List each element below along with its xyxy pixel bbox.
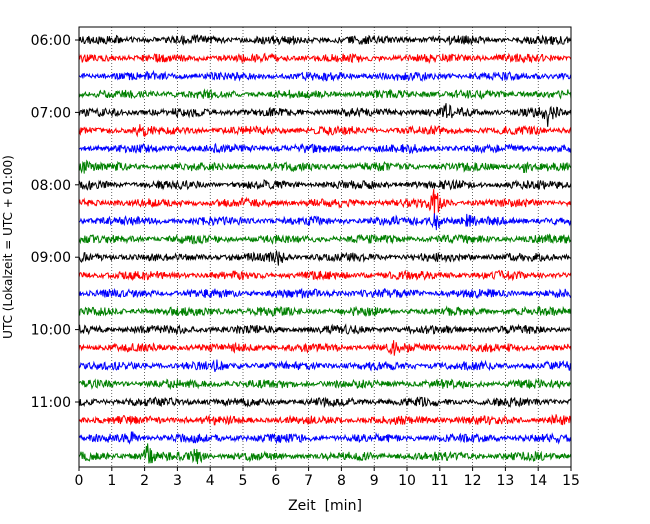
y-tick-label: 08:00 <box>31 178 71 194</box>
trace-row-0945 <box>78 305 572 317</box>
trace-row-0715 <box>78 124 572 138</box>
y-tick-label: 11:00 <box>31 395 71 411</box>
trace-row-1115 <box>78 414 572 426</box>
trace-row-0800 <box>78 178 572 191</box>
y-tick-label: 09:00 <box>31 250 71 266</box>
x-tick-label: 10 <box>398 473 416 489</box>
x-tick-label: 3 <box>173 473 182 489</box>
trace-row-0745 <box>78 159 572 174</box>
x-tick-label: 2 <box>140 473 149 489</box>
x-tick-label: 11 <box>431 473 449 489</box>
x-tick-label: 9 <box>370 473 379 489</box>
y-axis: 06:00 07:00 08:00 09:00 10:00 11:00 <box>31 33 79 411</box>
trace-row-1130 <box>78 431 572 445</box>
y-axis-label: UTC (Lokalzeit = UTC + 01:00) <box>1 155 15 339</box>
x-tick-label: 8 <box>337 473 346 489</box>
x-tick-label: 14 <box>529 473 547 489</box>
x-tick-label: 15 <box>562 473 580 489</box>
trace-row-0700 <box>78 103 572 127</box>
trace-row-0930 <box>78 287 572 300</box>
trace-row-0630 <box>78 69 572 82</box>
trace-row-0900 <box>78 250 572 266</box>
x-tick-label: 4 <box>206 473 215 489</box>
trace-row-0830 <box>78 213 572 231</box>
trace-row-1145 <box>78 443 572 465</box>
y-tick-label: 06:00 <box>31 33 71 49</box>
trace-layer <box>78 33 572 465</box>
x-tick-label: 12 <box>464 473 482 489</box>
y-tick-label: 07:00 <box>31 105 71 121</box>
x-tick-label: 0 <box>75 473 84 489</box>
trace-row-0600 <box>78 33 572 46</box>
x-tick-label: 7 <box>304 473 313 489</box>
trace-row-1045 <box>78 378 572 390</box>
x-tick-label: 5 <box>239 473 248 489</box>
trace-row-1100 <box>78 396 572 409</box>
trace-row-0845 <box>78 233 572 245</box>
x-axis: 0 1 2 3 4 5 6 7 8 9 10 11 12 13 14 15 <box>75 467 580 489</box>
trace-row-0730 <box>78 142 572 155</box>
trace-row-0915 <box>78 269 572 282</box>
x-axis-label: Zeit [min] <box>288 498 362 514</box>
trace-row-1030 <box>78 359 572 373</box>
trace-row-1000 <box>78 323 572 336</box>
y-tick-label: 10:00 <box>31 323 71 339</box>
trace-row-0645 <box>78 88 572 101</box>
trace-row-1015 <box>78 340 572 356</box>
trace-row-0615 <box>78 52 572 65</box>
x-tick-label: 1 <box>107 473 116 489</box>
x-tick-label: 6 <box>271 473 280 489</box>
trace-row-0815 <box>78 188 572 215</box>
grid-layer <box>111 27 539 467</box>
plot-frame <box>78 26 572 468</box>
x-tick-label: 13 <box>496 473 514 489</box>
